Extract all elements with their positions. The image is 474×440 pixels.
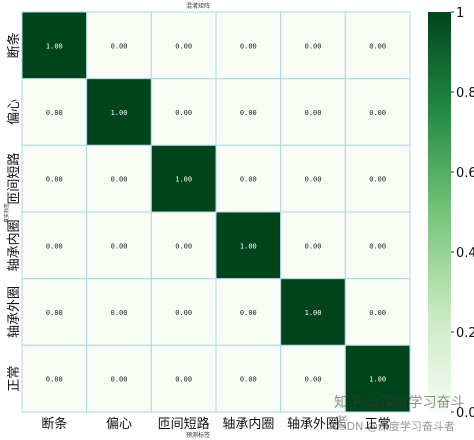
cell-value-label: 0.00: [305, 109, 322, 117]
cell-value-label: 0.00: [305, 176, 322, 184]
cell-value-label: 0.00: [175, 309, 192, 317]
cell-value-label: 1.00: [46, 42, 63, 50]
cell-value-label: 0.00: [111, 376, 128, 384]
cell-value-label: 0.00: [111, 42, 128, 50]
colorbar-tick-label: 1: [456, 6, 464, 21]
cell-value-label: 0.00: [369, 176, 386, 184]
cell-value-label: 0.00: [175, 242, 192, 250]
x-tick-label: 正常: [365, 417, 391, 432]
heatmap-cell: [215, 11, 282, 80]
heatmap-cell: [215, 278, 282, 346]
x-tick-label: 断条: [41, 416, 67, 432]
cell-value-label: 1.00: [175, 176, 192, 184]
cell-value-label: 0.00: [240, 376, 257, 384]
x-tick-labels: 断条 偏心 匝间短路 轴承内圈 轴承外圈 正常: [41, 416, 390, 432]
cell-value-label: 0.00: [46, 242, 63, 250]
x-tick-label: 轴承外圈: [287, 417, 339, 432]
heatmap-cell: [150, 211, 217, 280]
heatmap-cell: [21, 278, 88, 346]
cell-value-label: 0.00: [369, 309, 386, 317]
heatmap-cell: [280, 144, 346, 213]
y-tick-label: 正常: [7, 366, 22, 392]
x-tick-label: 轴承内圈: [222, 416, 274, 432]
colorbar-tick-label: 0.4: [456, 246, 474, 261]
cell-value-label: 0.00: [46, 176, 63, 184]
cell-value-label: 0.00: [240, 42, 257, 50]
y-tick-label: 轴承内圈: [6, 219, 22, 271]
colorbar-tick-label: 0.8: [456, 86, 474, 101]
heatmap-cell: [21, 11, 88, 80]
cell-value-label: 0.00: [369, 242, 386, 250]
heatmap-cell: [86, 144, 152, 213]
cell-value-label: 0.00: [305, 376, 322, 384]
cell-value-label: 1.00: [111, 109, 128, 117]
cell-value-label: 1.00: [369, 376, 386, 384]
y-axis-label: 真实标签: [3, 203, 10, 223]
heatmap-cell: [280, 278, 346, 346]
colorbar-tick-label: 0.6: [456, 166, 474, 181]
heatmap-cell: [344, 11, 411, 80]
y-tick-label: 轴承外圈: [7, 286, 22, 338]
cell-value-label: 0.00: [111, 242, 128, 250]
x-tick-label: 匝间短路: [158, 416, 210, 432]
cell-value-label: 0.00: [46, 376, 63, 384]
cell-value-label: 0.00: [305, 42, 322, 50]
colorbar: [428, 12, 451, 412]
heatmap-cell: [86, 11, 152, 80]
heatmap-cell: [215, 144, 282, 213]
chart-title: 混淆矩阵: [186, 2, 210, 10]
cell-value-label: 0.00: [240, 176, 257, 184]
x-axis-label: 预测标签: [186, 431, 210, 439]
colorbar-ticks: 0.0 0.2 0.4 0.6 0.8 1: [451, 6, 474, 421]
colorbar-tick-label: 0.2: [456, 326, 474, 341]
cell-value-label: 0.00: [240, 309, 257, 317]
heatmap-cell: [280, 211, 346, 280]
heatmap-cell: [344, 144, 411, 213]
heatmap-cell: [215, 78, 282, 146]
heatmap-cell: [21, 344, 88, 413]
heatmap-cell: [150, 278, 217, 346]
heatmap-cell: [86, 211, 152, 280]
cell-value-label: 0.00: [111, 176, 128, 184]
heatmap-cell-labels: 1.00 0.00 0.00 0.00 0.00 0.00 0.00 1.00 0.00 0.00…: [46, 42, 386, 383]
y-tick-label: 匝间短路: [6, 153, 22, 205]
cell-value-label: 0.00: [369, 42, 386, 50]
heatmap-cell: [86, 78, 152, 146]
watermark-csdn: CSDN @深度学习奋斗者: [332, 420, 455, 433]
heatmap-cell: [344, 278, 411, 346]
heatmap-cell: [150, 11, 217, 80]
cell-value-label: 0.00: [175, 109, 192, 117]
heatmap-cell: [215, 344, 282, 413]
cell-value-label: 0.00: [175, 376, 192, 384]
cell-value-label: 0.00: [240, 109, 257, 117]
cell-value-label: 0.00: [175, 42, 192, 50]
y-tick-label: 偏心: [7, 99, 22, 125]
heatmap-cell: [215, 211, 282, 280]
heatmap-cell: [344, 344, 411, 413]
y-tick-label: 断条: [6, 32, 22, 58]
heatmap-cell: [280, 344, 346, 413]
cell-value-label: 0.00: [369, 109, 386, 117]
x-tick-label: 偏心: [106, 417, 132, 432]
cell-value-label: 1.00: [305, 309, 322, 317]
colorbar-tick-label: 0.0: [456, 406, 474, 421]
watermark-zhihu: 知乎 @深度学习奋斗者: [334, 395, 465, 431]
cell-value-label: 0.00: [46, 109, 63, 117]
heatmap-cell: [21, 211, 88, 280]
cell-value-label: 0.00: [46, 309, 63, 317]
cell-value-label: 1.00: [240, 242, 257, 250]
heatmap-cell: [344, 78, 411, 146]
heatmap-cell: [344, 211, 411, 280]
cell-value-label: 0.00: [305, 242, 322, 250]
cell-value-label: 0.00: [111, 309, 128, 317]
heatmap-cells: [21, 11, 411, 413]
